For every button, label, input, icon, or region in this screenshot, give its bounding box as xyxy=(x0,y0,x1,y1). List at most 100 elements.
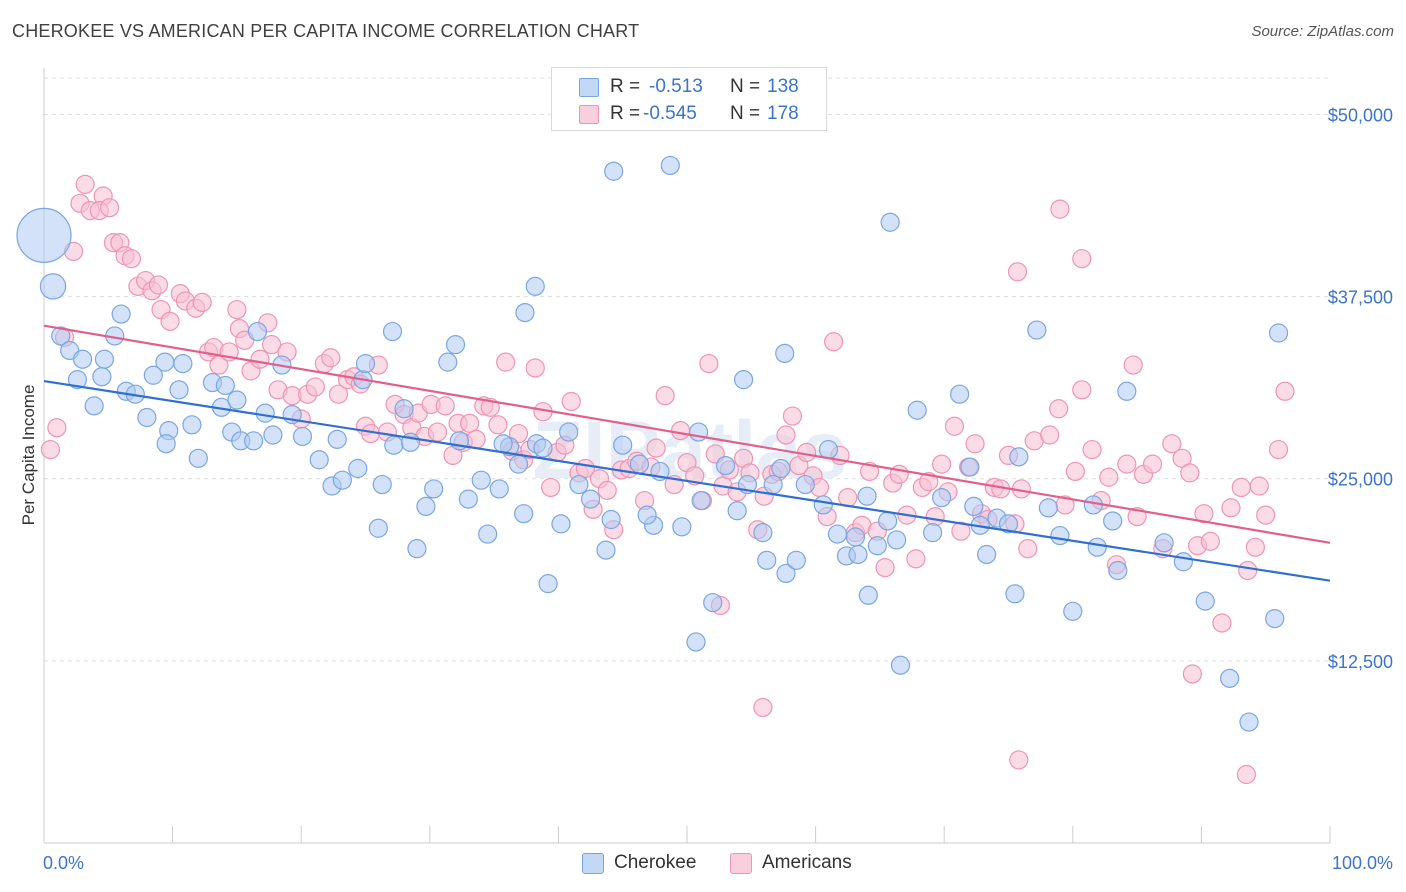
cherokee-point xyxy=(604,161,624,181)
cherokee-point xyxy=(355,354,376,374)
r-value: -0.545 xyxy=(643,103,697,124)
cherokee-point xyxy=(247,321,268,342)
cherokee-point xyxy=(857,486,877,506)
cherokee-point xyxy=(1265,608,1285,629)
americans-point xyxy=(1065,461,1085,482)
americans-trend-line xyxy=(43,324,1331,544)
cherokee-point xyxy=(263,425,283,445)
cherokee-trend-line xyxy=(43,379,1331,582)
cherokee-point xyxy=(1195,591,1215,611)
cherokee-point xyxy=(1087,537,1107,557)
legend-label-americans: Americans xyxy=(762,852,852,873)
cherokee-point xyxy=(1063,601,1083,621)
cherokee-legend-swatch xyxy=(582,853,604,874)
americans-point xyxy=(944,416,965,436)
americans-point xyxy=(1099,467,1119,487)
americans-point xyxy=(1231,477,1251,498)
cherokee-swatch xyxy=(579,78,599,97)
cherokee-point xyxy=(818,439,839,460)
americans-point xyxy=(1182,664,1202,684)
cherokee-point xyxy=(1103,511,1123,531)
americans-point xyxy=(1238,560,1258,581)
cherokee-point xyxy=(733,370,754,390)
cherokee-point xyxy=(1005,584,1025,604)
cherokee-point xyxy=(660,155,680,176)
americans-point xyxy=(1040,425,1060,445)
americans-point xyxy=(321,348,341,368)
cherokee-point xyxy=(84,396,104,416)
y-tick-labels: $12,500 $25,000 $37,500 $50,000 xyxy=(1328,105,1393,671)
americans-point xyxy=(435,396,455,416)
cherokee-point xyxy=(188,448,208,468)
n-value: 138 xyxy=(767,76,799,97)
cherokee-point xyxy=(51,326,71,346)
americans-point xyxy=(753,697,773,718)
n-label: N = xyxy=(730,76,761,97)
cherokee-point xyxy=(596,540,616,560)
cherokee-point xyxy=(67,370,88,390)
americans-legend-swatch xyxy=(730,853,752,874)
americans-point xyxy=(525,358,545,378)
americans-point xyxy=(466,429,486,449)
cherokee-point xyxy=(686,632,706,652)
americans-point xyxy=(1123,355,1143,375)
cherokee-point xyxy=(569,474,589,495)
cherokee-point xyxy=(394,399,414,419)
americans-point xyxy=(1009,750,1029,770)
cherokee-point xyxy=(580,489,601,509)
cherokee-point xyxy=(977,544,997,565)
legend-label-cherokee: Cherokee xyxy=(614,852,697,873)
y-tick-label: $12,500 xyxy=(1328,652,1393,672)
cherokee-point xyxy=(845,527,866,547)
cherokee-point xyxy=(1038,498,1058,518)
cherokee-point xyxy=(950,384,970,404)
cherokee-point xyxy=(382,321,403,342)
chart-title: CHEROKEE VS AMERICAN PER CAPITA INCOME C… xyxy=(12,21,640,41)
cherokee-point xyxy=(703,592,723,613)
cherokee-point xyxy=(538,574,558,594)
americans-point xyxy=(75,174,95,194)
cherokee-point xyxy=(39,273,67,300)
americans-point xyxy=(965,434,985,454)
americans-point xyxy=(1117,454,1137,474)
cherokee-point xyxy=(169,380,189,400)
americans-point xyxy=(488,415,508,435)
americans-point xyxy=(121,249,142,269)
americans-point xyxy=(1236,764,1257,785)
cherokee-point xyxy=(372,474,392,495)
n-label: N = xyxy=(730,103,761,124)
americans-point xyxy=(1162,434,1182,454)
cherokee-point xyxy=(1009,447,1029,467)
cherokee-point xyxy=(332,470,352,490)
americans-point xyxy=(1050,199,1070,219)
cherokee-point xyxy=(960,457,980,477)
americans-point xyxy=(508,423,529,444)
americans-point xyxy=(1268,439,1289,460)
cherokee-point xyxy=(92,367,112,387)
americans-point xyxy=(192,292,212,312)
cherokee-point xyxy=(533,438,553,458)
series-americans xyxy=(40,174,1295,785)
cherokee-point xyxy=(478,524,498,544)
cherokee-point xyxy=(629,454,650,474)
americans-point xyxy=(160,311,180,331)
americans-point xyxy=(1245,537,1266,557)
americans-point xyxy=(427,422,448,442)
americans-point xyxy=(1049,399,1069,419)
americans-point xyxy=(824,332,844,352)
legend-stats: R = -0.513 N = 138 R = -0.545 N = 178 xyxy=(551,67,827,131)
cherokee-point xyxy=(94,349,115,369)
americans-point xyxy=(655,386,675,406)
cherokee-point xyxy=(292,426,313,447)
americans-point xyxy=(250,349,270,369)
cherokee-point xyxy=(691,490,711,511)
americans-point xyxy=(1007,262,1028,282)
cherokee-point xyxy=(407,539,427,559)
cherokee-point xyxy=(763,474,783,495)
cherokee-point xyxy=(880,212,900,232)
americans-point xyxy=(597,480,617,500)
cherokee-point xyxy=(613,435,633,455)
americans-point xyxy=(1082,439,1102,460)
series-cherokee xyxy=(16,155,1289,732)
cherokee-point xyxy=(887,530,907,550)
